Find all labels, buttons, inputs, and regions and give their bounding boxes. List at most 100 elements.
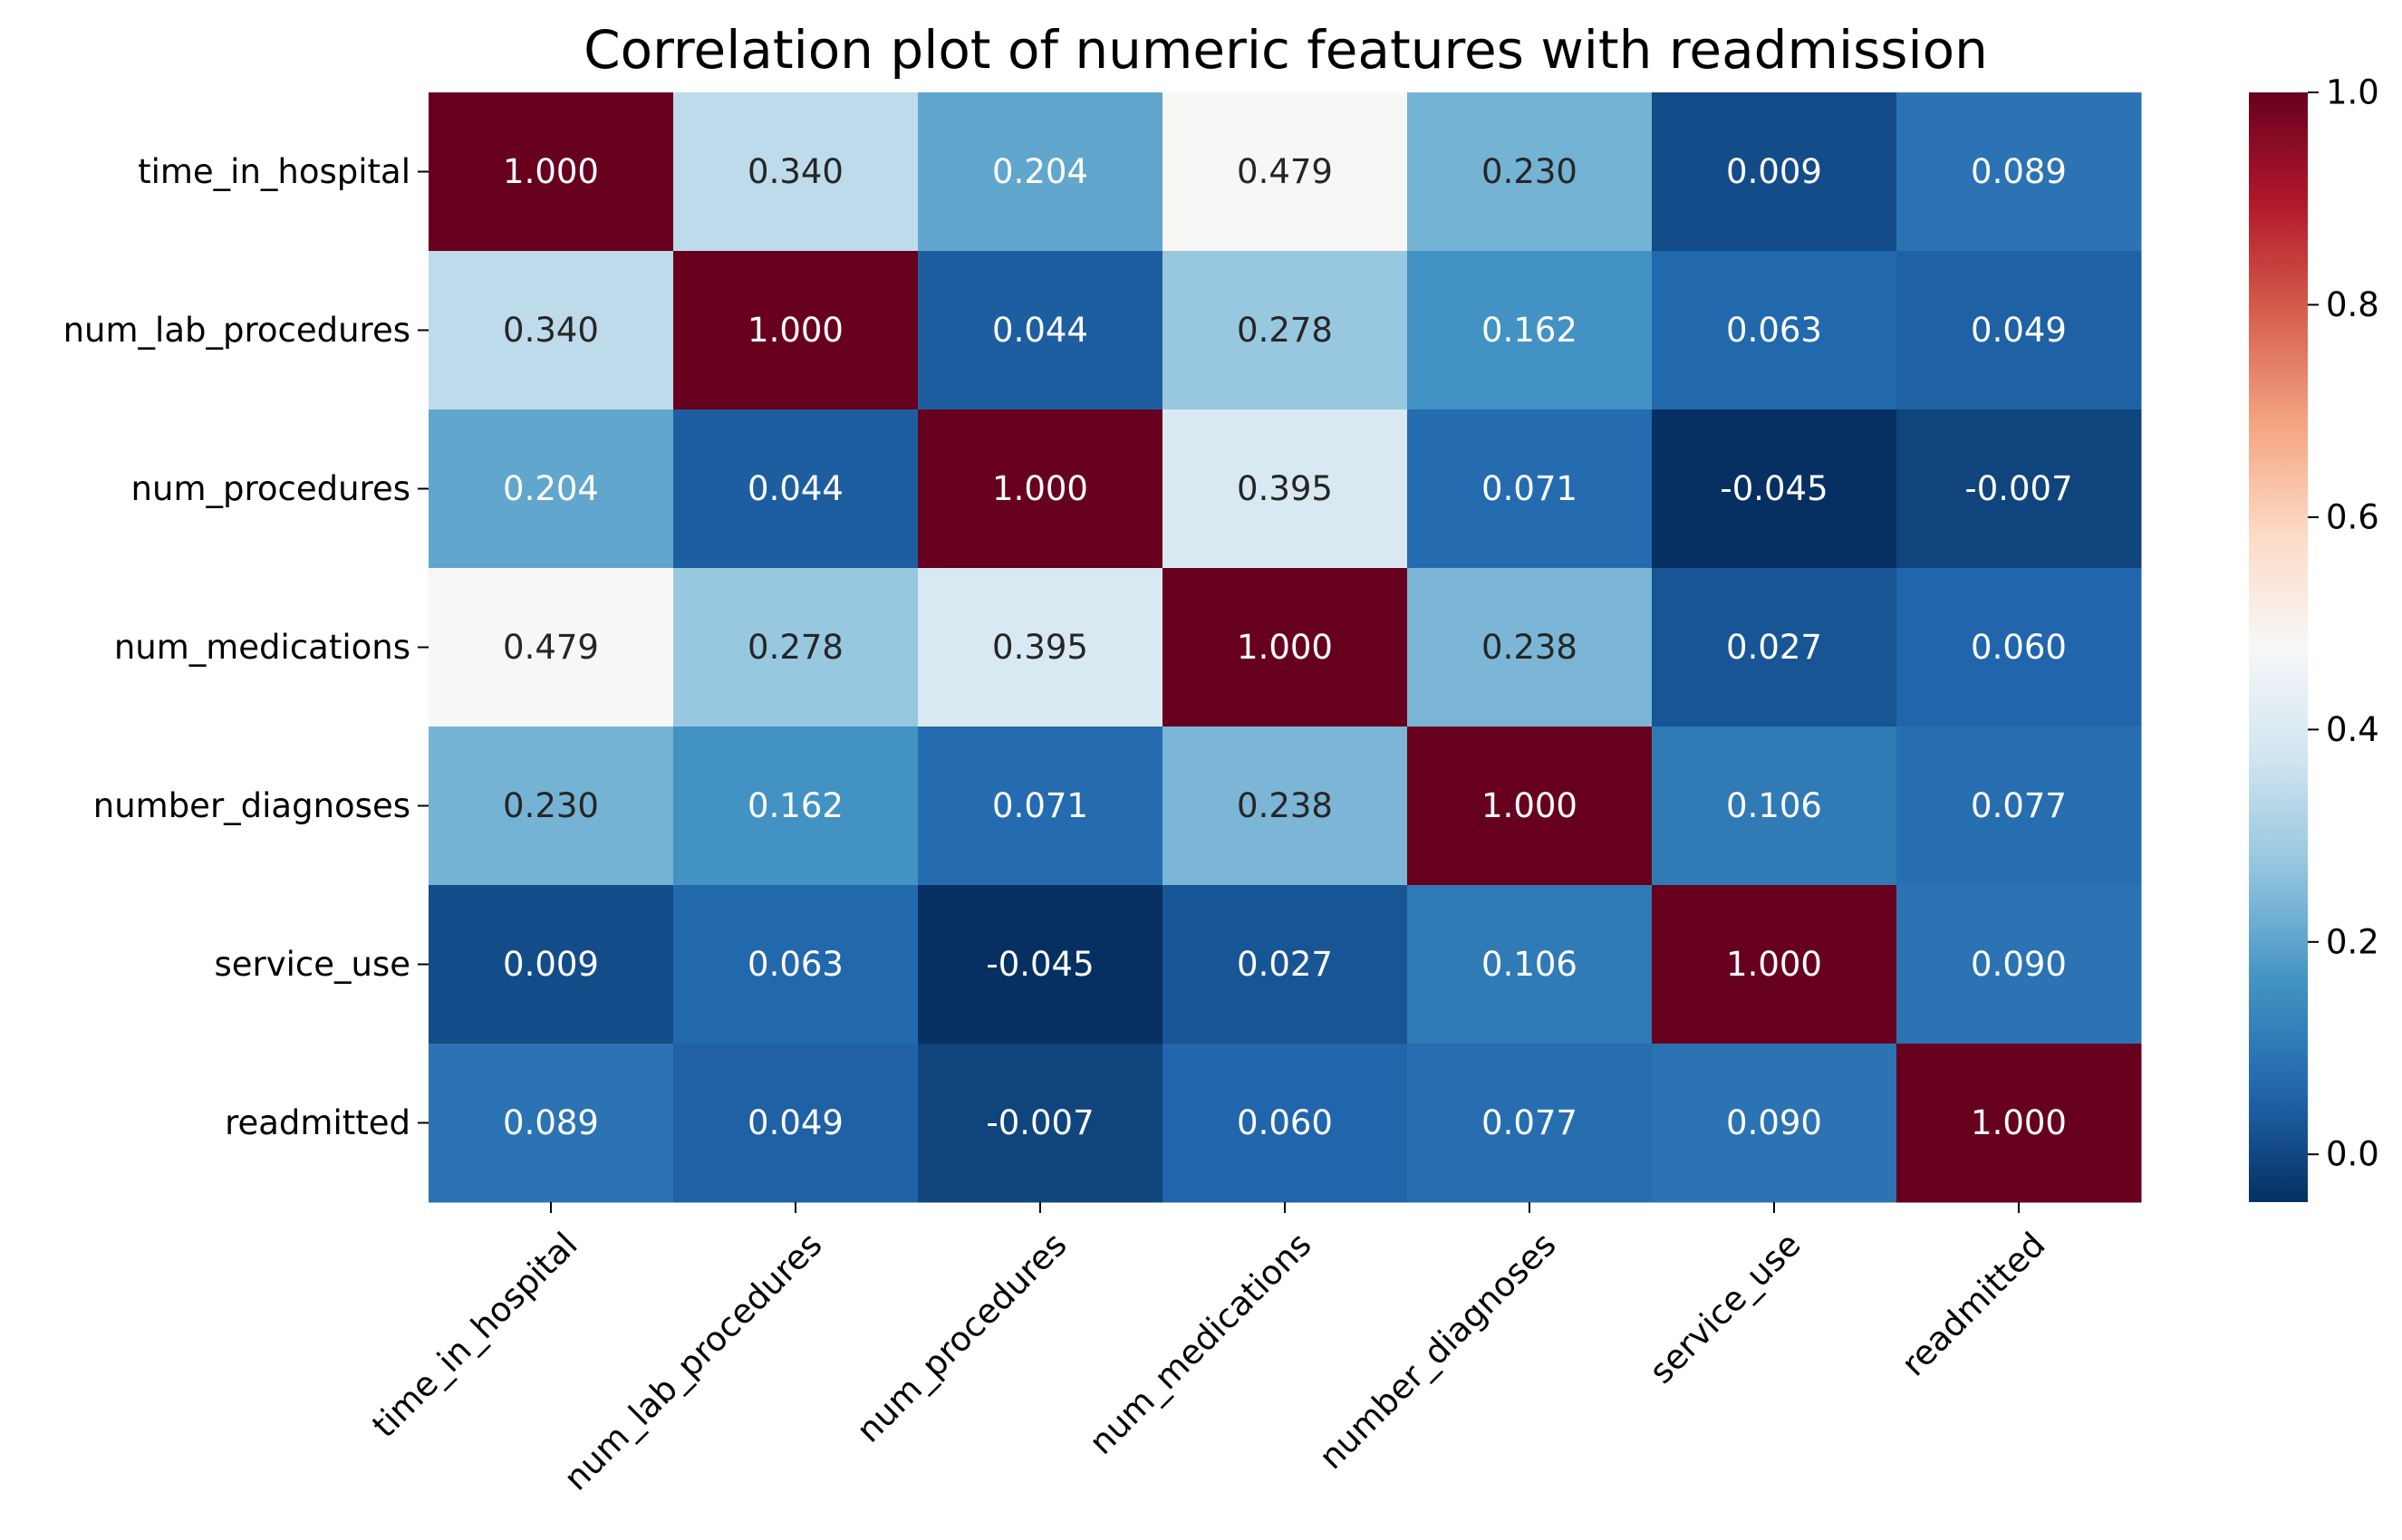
heatmap-cell-label-num_procedures-number_diagnoses: 0.071 xyxy=(1481,469,1577,508)
heatmap-cell-label-number_diagnoses-time_in_hospital: 0.230 xyxy=(503,786,599,825)
heatmap-cell-time_in_hospital-service_use xyxy=(1652,92,1897,252)
heatmap-cell-label-time_in_hospital-time_in_hospital: 1.000 xyxy=(503,152,599,191)
heatmap-cell-num_lab_procedures-service_use xyxy=(1652,251,1897,410)
heatmap-cell-label-num_procedures-num_medications: 0.395 xyxy=(1237,469,1333,508)
heatmap-cell-label-num_medications-time_in_hospital: 0.479 xyxy=(503,628,599,667)
colorbar: 0.0 0.2 0.4 0.6 0.8 1.0 xyxy=(2249,73,2379,1202)
heatmap-cell-label-num_lab_procedures-num_procedures: 0.044 xyxy=(992,311,1088,350)
heatmap-cell-label-num_medications-num_procedures: 0.395 xyxy=(992,628,1088,667)
heatmap-cell-num_medications-service_use xyxy=(1652,568,1897,727)
x-axis-tick-label-num_medications: num_medications xyxy=(1082,1225,1319,1462)
heatmap-cell-label-readmitted-time_in_hospital: 0.089 xyxy=(503,1103,599,1142)
colorbar-tick-label: 1.0 xyxy=(2326,73,2379,112)
heatmap-cell-number_diagnoses-readmitted xyxy=(1896,727,2142,886)
heatmap-cell-number_diagnoses-num_lab_procedures xyxy=(673,727,919,886)
colorbar-tick-label: 0.2 xyxy=(2326,922,2379,961)
y-axis-tick-label-number_diagnoses: number_diagnoses xyxy=(93,786,410,825)
colorbar-tick-label: 0.4 xyxy=(2326,710,2379,749)
x-axis-tick-label-number_diagnoses: number_diagnoses xyxy=(1312,1225,1564,1477)
y-axis-tick-label-time_in_hospital: time_in_hospital xyxy=(138,152,410,191)
heatmap-cell-readmitted-readmitted xyxy=(1896,1044,2142,1203)
heatmap-cell-service_use-num_lab_procedures xyxy=(673,885,919,1044)
heatmap-cell-label-service_use-num_procedures: -0.045 xyxy=(986,945,1094,984)
heatmap-cell-label-service_use-service_use: 1.000 xyxy=(1726,945,1822,984)
colorbar-tick-label: 0.8 xyxy=(2326,285,2379,324)
heatmap-cell-label-service_use-num_lab_procedures: 0.063 xyxy=(748,945,844,984)
heatmap-cell-label-num_procedures-time_in_hospital: 0.204 xyxy=(503,469,599,508)
heatmap-cell-label-num_medications-number_diagnoses: 0.238 xyxy=(1481,628,1577,667)
heatmap-cell-number_diagnoses-num_procedures xyxy=(918,727,1163,886)
heatmap-cell-label-num_lab_procedures-readmitted: 0.049 xyxy=(1971,311,2067,350)
heatmap-cell-label-number_diagnoses-num_procedures: 0.071 xyxy=(992,786,1088,825)
heatmap-cell-label-num_lab_procedures-num_medications: 0.278 xyxy=(1237,311,1333,350)
heatmap-cell-label-time_in_hospital-readmitted: 0.089 xyxy=(1971,152,2067,191)
heatmap-cell-num_procedures-num_lab_procedures xyxy=(673,409,919,569)
heatmap-cell-readmitted-service_use xyxy=(1652,1044,1897,1203)
chart-title: Correlation plot of numeric features wit… xyxy=(584,19,1988,81)
heatmap-cell-label-number_diagnoses-number_diagnoses: 1.000 xyxy=(1481,786,1577,825)
heatmap-cell-number_diagnoses-service_use xyxy=(1652,727,1897,886)
heatmap-cell-num_medications-num_procedures xyxy=(918,568,1163,727)
heatmap-cell-label-number_diagnoses-service_use: 0.106 xyxy=(1726,786,1822,825)
heatmap-cell-label-num_procedures-num_lab_procedures: 0.044 xyxy=(748,469,844,508)
x-axis-tick-label-readmitted: readmitted xyxy=(1894,1225,2052,1383)
heatmap-cell-label-num_medications-num_lab_procedures: 0.278 xyxy=(748,628,844,667)
heatmap-cell-time_in_hospital-number_diagnoses xyxy=(1407,92,1653,252)
heatmap-cell-num_procedures-service_use xyxy=(1652,409,1897,569)
y-axis-tick-label-readmitted: readmitted xyxy=(225,1103,410,1142)
heatmap-cell-label-num_medications-num_medications: 1.000 xyxy=(1237,628,1333,667)
heatmap-cell-num_procedures-num_medications xyxy=(1162,409,1408,569)
y-axis-tick-label-num_medications: num_medications xyxy=(114,628,410,667)
heatmap-cell-time_in_hospital-num_medications xyxy=(1162,92,1408,252)
heatmap-cell-service_use-num_medications xyxy=(1162,885,1408,1044)
heatmap-cell-label-number_diagnoses-num_medications: 0.238 xyxy=(1237,786,1333,825)
x-axis-tick-label-time_in_hospital: time_in_hospital xyxy=(364,1225,584,1445)
heatmap-cell-service_use-readmitted xyxy=(1896,885,2142,1044)
heatmap-cell-readmitted-num_lab_procedures xyxy=(673,1044,919,1203)
heatmap-cell-num_medications-number_diagnoses xyxy=(1407,568,1653,727)
heatmap-cell-readmitted-time_in_hospital xyxy=(429,1044,674,1203)
heatmap-cell-label-readmitted-num_procedures: -0.007 xyxy=(986,1103,1094,1142)
y-axis-tick-label-num_procedures: num_procedures xyxy=(131,469,410,508)
heatmap-cell-num_lab_procedures-num_lab_procedures xyxy=(673,251,919,410)
heatmap-cell-service_use-time_in_hospital xyxy=(429,885,674,1044)
heatmap-cell-label-service_use-time_in_hospital: 0.009 xyxy=(503,945,599,984)
heatmap-cell-label-time_in_hospital-num_lab_procedures: 0.340 xyxy=(748,152,844,191)
heatmap-cell-label-num_lab_procedures-service_use: 0.063 xyxy=(1726,311,1822,350)
heatmap-cell-number_diagnoses-number_diagnoses xyxy=(1407,727,1653,886)
y-axis-tick-label-num_lab_procedures: num_lab_procedures xyxy=(63,311,410,350)
heatmap-cell-num_medications-readmitted xyxy=(1896,568,2142,727)
heatmap-cell-label-number_diagnoses-readmitted: 0.077 xyxy=(1971,786,2067,825)
heatmap-cell-readmitted-number_diagnoses xyxy=(1407,1044,1653,1203)
heatmap-cell-time_in_hospital-num_procedures xyxy=(918,92,1163,252)
colorbar-tick-label: 0.0 xyxy=(2326,1135,2379,1174)
heatmap-cell-num_lab_procedures-time_in_hospital xyxy=(429,251,674,410)
heatmap-cell-num_procedures-num_procedures xyxy=(918,409,1163,569)
heatmap-cell-label-num_procedures-service_use: -0.045 xyxy=(1720,469,1828,508)
heatmap-cell-label-service_use-number_diagnoses: 0.106 xyxy=(1481,945,1577,984)
heatmap-cell-number_diagnoses-time_in_hospital xyxy=(429,727,674,886)
heatmap-cell-label-time_in_hospital-num_procedures: 0.204 xyxy=(992,152,1088,191)
heatmap-cell-num_lab_procedures-num_procedures xyxy=(918,251,1163,410)
colorbar-gradient xyxy=(2249,92,2308,1202)
heatmap-cell-label-num_medications-service_use: 0.027 xyxy=(1726,628,1822,667)
heatmap-cell-service_use-service_use xyxy=(1652,885,1897,1044)
heatmap-cell-num_procedures-readmitted xyxy=(1896,409,2142,569)
x-axis-tick-label-num_procedures: num_procedures xyxy=(849,1225,1075,1450)
heatmap-cell-time_in_hospital-time_in_hospital xyxy=(429,92,674,252)
heatmap-cell-label-num_procedures-num_procedures: 1.000 xyxy=(992,469,1088,508)
heatmap-cell-label-num_lab_procedures-num_lab_procedures: 1.000 xyxy=(748,311,844,350)
heatmap-cell-time_in_hospital-readmitted xyxy=(1896,92,2142,252)
heatmap-cell-label-num_medications-readmitted: 0.060 xyxy=(1971,628,2067,667)
heatmap-cell-label-num_lab_procedures-number_diagnoses: 0.162 xyxy=(1481,311,1577,350)
heatmap-cell-readmitted-num_procedures xyxy=(918,1044,1163,1203)
heatmap-cell-num_medications-num_medications xyxy=(1162,568,1408,727)
heatmap-cell-num_medications-num_lab_procedures xyxy=(673,568,919,727)
x-axis-tick-label-num_lab_procedures: num_lab_procedures xyxy=(556,1225,830,1498)
heatmap-cell-num_procedures-number_diagnoses xyxy=(1407,409,1653,569)
heatmap-cell-num_procedures-time_in_hospital xyxy=(429,409,674,569)
heatmap-cell-label-readmitted-service_use: 0.090 xyxy=(1726,1103,1822,1142)
